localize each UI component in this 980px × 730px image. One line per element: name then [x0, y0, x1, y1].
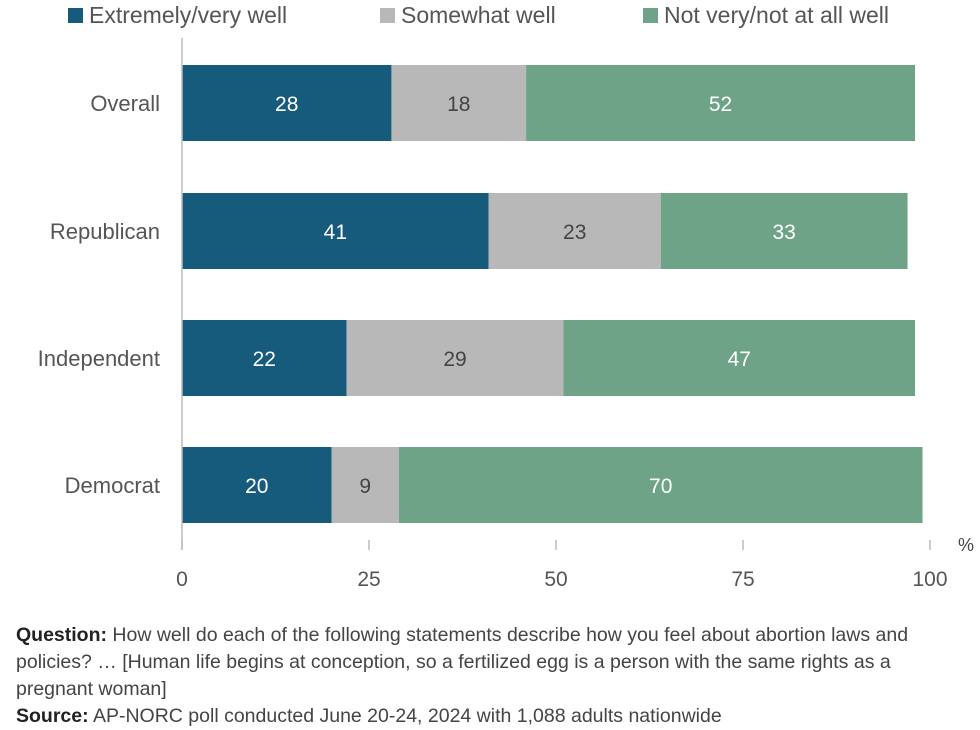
- legend-item-extremely-very-well: Extremely/very well: [68, 2, 287, 29]
- source-text: AP-NORC poll conducted June 20-24, 2024 …: [92, 705, 722, 727]
- bar-republican-series-1: [488, 193, 661, 269]
- data-label-independent-series-0: 22: [253, 348, 276, 371]
- source-note: Source: AP-NORC poll conducted June 20-2…: [16, 703, 966, 730]
- legend-label-not-very-well: Not very/not at all well: [664, 2, 889, 28]
- legend-item-somewhat-well: Somewhat well: [380, 2, 556, 29]
- chart-footnote: Question: How well do each of the follow…: [16, 622, 966, 730]
- data-label-republican-series-1: 23: [563, 221, 586, 244]
- category-label-overall: Overall: [90, 91, 160, 116]
- x-tick-label-50: 50: [544, 568, 567, 591]
- question-note: Question: How well do each of the follow…: [16, 622, 966, 703]
- bar-republican-series-0: [182, 193, 489, 269]
- bar-overall-series-2: [526, 65, 916, 141]
- bar-independent-series-2: [563, 320, 916, 396]
- legend-label-somewhat-well: Somewhat well: [401, 2, 556, 28]
- data-label-democrat-series-2: 70: [649, 475, 672, 498]
- stacked-bar-chart: Overall 28 18 52 Republican 41 23 33 Independent…: [38, 38, 974, 591]
- x-tick-label-25: 25: [357, 568, 380, 591]
- data-label-democrat-series-0: 20: [245, 475, 268, 498]
- bar-democrat-series-1: [331, 447, 399, 523]
- legend-label-extremely-very-well: Extremely/very well: [89, 2, 288, 28]
- bar-independent-series-0: [182, 320, 347, 396]
- bar-overall-series-1: [391, 65, 527, 141]
- data-label-overall-series-2: 52: [709, 93, 732, 116]
- source-label: Source:: [16, 705, 89, 727]
- bar-republican-series-2: [660, 193, 908, 269]
- x-tick-label-100: 100: [912, 568, 947, 591]
- question-label: Question:: [16, 624, 107, 646]
- x-axis-unit-label: %: [958, 535, 974, 555]
- legend-item-not-very-well: Not very/not at all well: [643, 2, 889, 29]
- data-label-overall-series-0: 28: [275, 93, 298, 116]
- bar-overall-series-0: [182, 65, 392, 141]
- legend-swatch-somewhat-well: [380, 8, 395, 23]
- legend-swatch-not-very-well: [643, 8, 658, 23]
- data-label-republican-series-0: 41: [324, 221, 347, 244]
- category-label-republican: Republican: [50, 219, 160, 244]
- x-tick-label-0: 0: [176, 568, 188, 591]
- bar-democrat-series-0: [182, 447, 332, 523]
- legend-swatch-extremely-very-well: [68, 8, 83, 23]
- bar-independent-series-1: [346, 320, 564, 396]
- category-label-independent: Independent: [38, 346, 160, 371]
- data-label-republican-series-2: 33: [772, 221, 795, 244]
- data-label-independent-series-2: 47: [728, 348, 751, 371]
- x-tick-label-75: 75: [731, 568, 754, 591]
- data-label-independent-series-1: 29: [443, 348, 466, 371]
- bar-democrat-series-2: [398, 447, 923, 523]
- data-label-democrat-series-1: 9: [359, 475, 371, 498]
- data-label-overall-series-1: 18: [447, 93, 470, 116]
- chart-legend: Extremely/very well Somewhat well Not ve…: [0, 0, 980, 32]
- question-text: How well do each of the following statem…: [16, 624, 909, 700]
- category-label-democrat: Democrat: [65, 473, 160, 498]
